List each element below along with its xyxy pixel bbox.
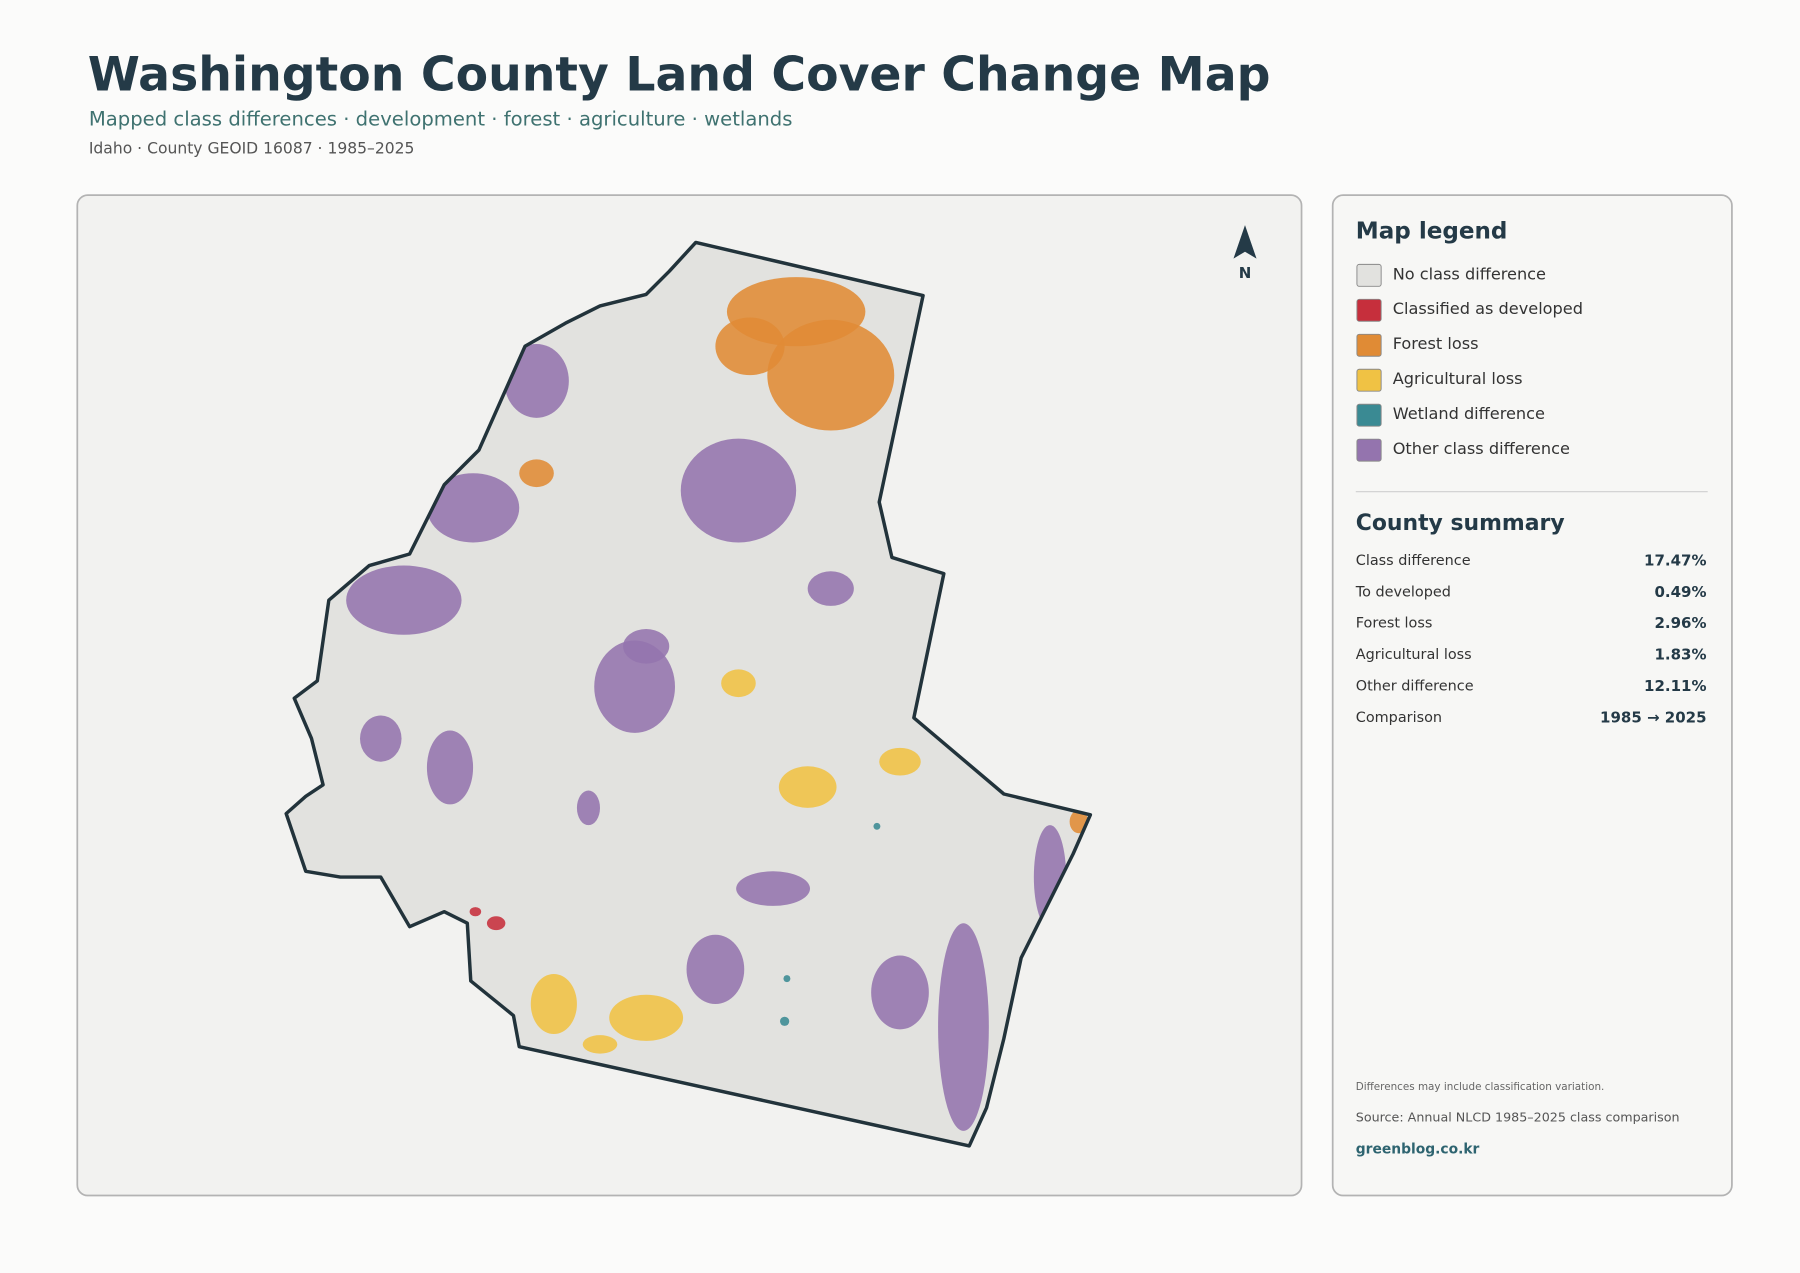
change-patch: [938, 923, 989, 1131]
change-patch: [879, 747, 921, 776]
change-patch: [426, 730, 474, 805]
change-patch: [680, 438, 797, 543]
source: Source: Annual NLCD 1985–2025 class comp…: [1356, 1110, 1680, 1125]
legend-swatch: [1356, 403, 1382, 427]
change-patch: [807, 571, 854, 606]
county-fill: [286, 242, 1091, 1146]
change-patch: [767, 319, 895, 431]
change-patch: [736, 871, 810, 906]
change-patch: [780, 1016, 790, 1026]
summary: Class difference 17.47% To developed 0.49% F…: [1355, 551, 1707, 726]
summary-label: To developed: [1355, 584, 1451, 600]
summary-label: Class difference: [1356, 553, 1471, 569]
side-panel: [1331, 194, 1733, 1197]
legend-label: Other class difference: [1393, 439, 1570, 458]
summary-label: Agricultural loss: [1356, 647, 1472, 663]
legend-label: Classified as developed: [1393, 299, 1583, 318]
change-patch: [469, 907, 482, 917]
change-patch: [594, 640, 675, 733]
change-patch: [871, 955, 929, 1030]
legend-label: Wetland difference: [1393, 404, 1545, 423]
summary-value: 2.96%: [1654, 614, 1706, 632]
legend: No class difference Classified as develop…: [1356, 263, 1583, 462]
north-label: N: [1239, 264, 1252, 282]
change-patch: [623, 629, 670, 664]
change-patch: [873, 822, 881, 830]
footnote: Differences may include classification v…: [1356, 1081, 1605, 1093]
change-patch: [715, 317, 785, 376]
county-outline: [284, 240, 1093, 1148]
legend-label: No class difference: [1393, 264, 1546, 283]
title: Washington County Land Cover Change Map: [88, 47, 1271, 102]
change-patches: [346, 277, 1089, 1131]
change-patch: [609, 994, 684, 1041]
change-patch: [783, 975, 791, 983]
legend-title: Map legend: [1356, 219, 1508, 245]
change-patch: [778, 766, 837, 808]
legend-label: Agricultural loss: [1393, 369, 1523, 388]
map: [284, 240, 1093, 1148]
summary-title: County summary: [1356, 511, 1565, 536]
summary-label: Other difference: [1356, 678, 1474, 694]
change-patch: [486, 916, 506, 931]
summary-label: Comparison: [1356, 710, 1442, 726]
summary-value: 12.11%: [1644, 677, 1706, 695]
legend-label: Forest loss: [1393, 334, 1479, 353]
legend-swatch: [1356, 368, 1382, 392]
website[interactable]: greenblog.co.kr: [1356, 1141, 1480, 1157]
change-patch: [426, 473, 520, 543]
subtitle: Mapped class differences · development ·…: [89, 108, 793, 131]
change-patch: [346, 565, 462, 635]
summary-label: Forest loss: [1356, 616, 1433, 632]
north-arrow: N: [1233, 225, 1257, 282]
meta: Idaho · County GEOID 16087 · 1985–2025: [89, 140, 415, 158]
north-arrow-shape: [1233, 225, 1257, 259]
summary-value: 1.83%: [1654, 646, 1706, 664]
legend-swatch: [1356, 263, 1382, 287]
summary-value: 1985 → 2025: [1600, 708, 1707, 726]
summary-value: 0.49%: [1654, 583, 1706, 601]
change-patch: [504, 344, 569, 418]
change-patch: [530, 974, 577, 1034]
change-patch: [360, 715, 402, 762]
summary-value: 17.47%: [1644, 551, 1706, 569]
change-patch: [576, 790, 600, 826]
change-patch: [519, 459, 554, 488]
legend-swatch: [1356, 333, 1382, 357]
change-patch: [582, 1035, 618, 1054]
change-patch: [686, 934, 745, 1004]
legend-swatch: [1356, 298, 1382, 322]
change-patch: [721, 669, 756, 698]
legend-swatch: [1356, 438, 1382, 462]
